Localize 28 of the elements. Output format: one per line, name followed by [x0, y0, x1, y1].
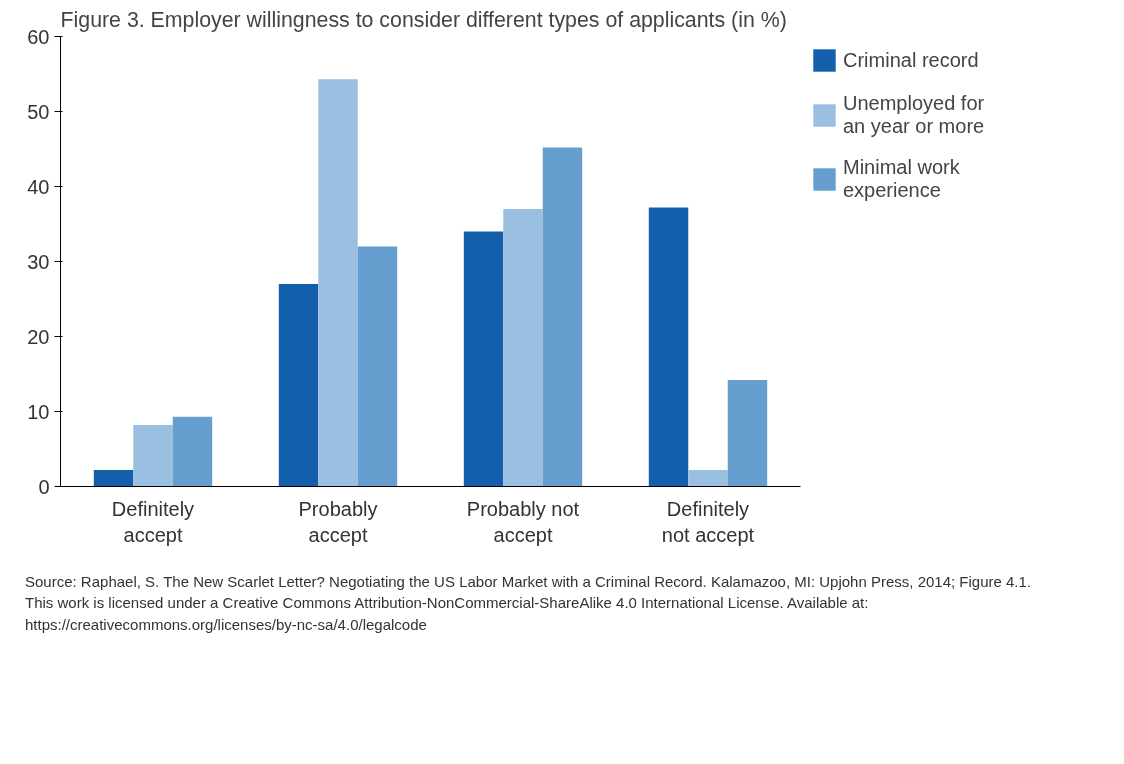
x-tick-label: Definitely accept	[111, 497, 195, 546]
y-tick-label: 50	[27, 100, 50, 123]
y-tick-label: 60	[27, 25, 50, 48]
x-tick-label: Probably not accept	[466, 497, 580, 546]
y-tick-label: 40	[27, 175, 50, 198]
bar	[93, 470, 134, 487]
bar	[278, 284, 319, 487]
y-tick-label: 20	[27, 325, 50, 348]
y-tick-label: 30	[27, 250, 50, 273]
bar	[172, 416, 213, 487]
bar	[648, 207, 689, 487]
legend-label: Criminal record	[843, 48, 979, 72]
bar	[463, 231, 504, 487]
bar	[133, 425, 173, 487]
y-tick-label: 0	[38, 475, 50, 498]
chart-title: Figure 3. Employer willingness to consider different types of applicants (in %)	[60, 7, 787, 32]
x-tick-label: Definitely not accept	[661, 497, 755, 546]
legend-label: Unemployed for an year or more	[843, 92, 985, 138]
bar	[318, 79, 358, 487]
source-note: Source: Raphael, S. The New Scarlet Letter? Negotiating the US Labor Market with a Criminal Record. Kalamazoo, MI: Upjohn Press, 2014; Figure 4.1. This work is licensed under a Creative Commons Attribution-NonCommercial-ShareAlike 4.0 International License. Available at: https://creativecommons.org/licenses/by-nc-sa/4.0/legalcode	[25, 572, 1033, 635]
bar	[727, 380, 768, 487]
bar	[688, 470, 728, 487]
y-tick-label: 10	[27, 400, 50, 423]
bar	[542, 147, 583, 487]
bar	[503, 209, 543, 487]
x-tick-label: Probably accept	[298, 497, 378, 546]
legend-label: Minimal work experience	[843, 156, 960, 202]
bar	[357, 246, 398, 487]
